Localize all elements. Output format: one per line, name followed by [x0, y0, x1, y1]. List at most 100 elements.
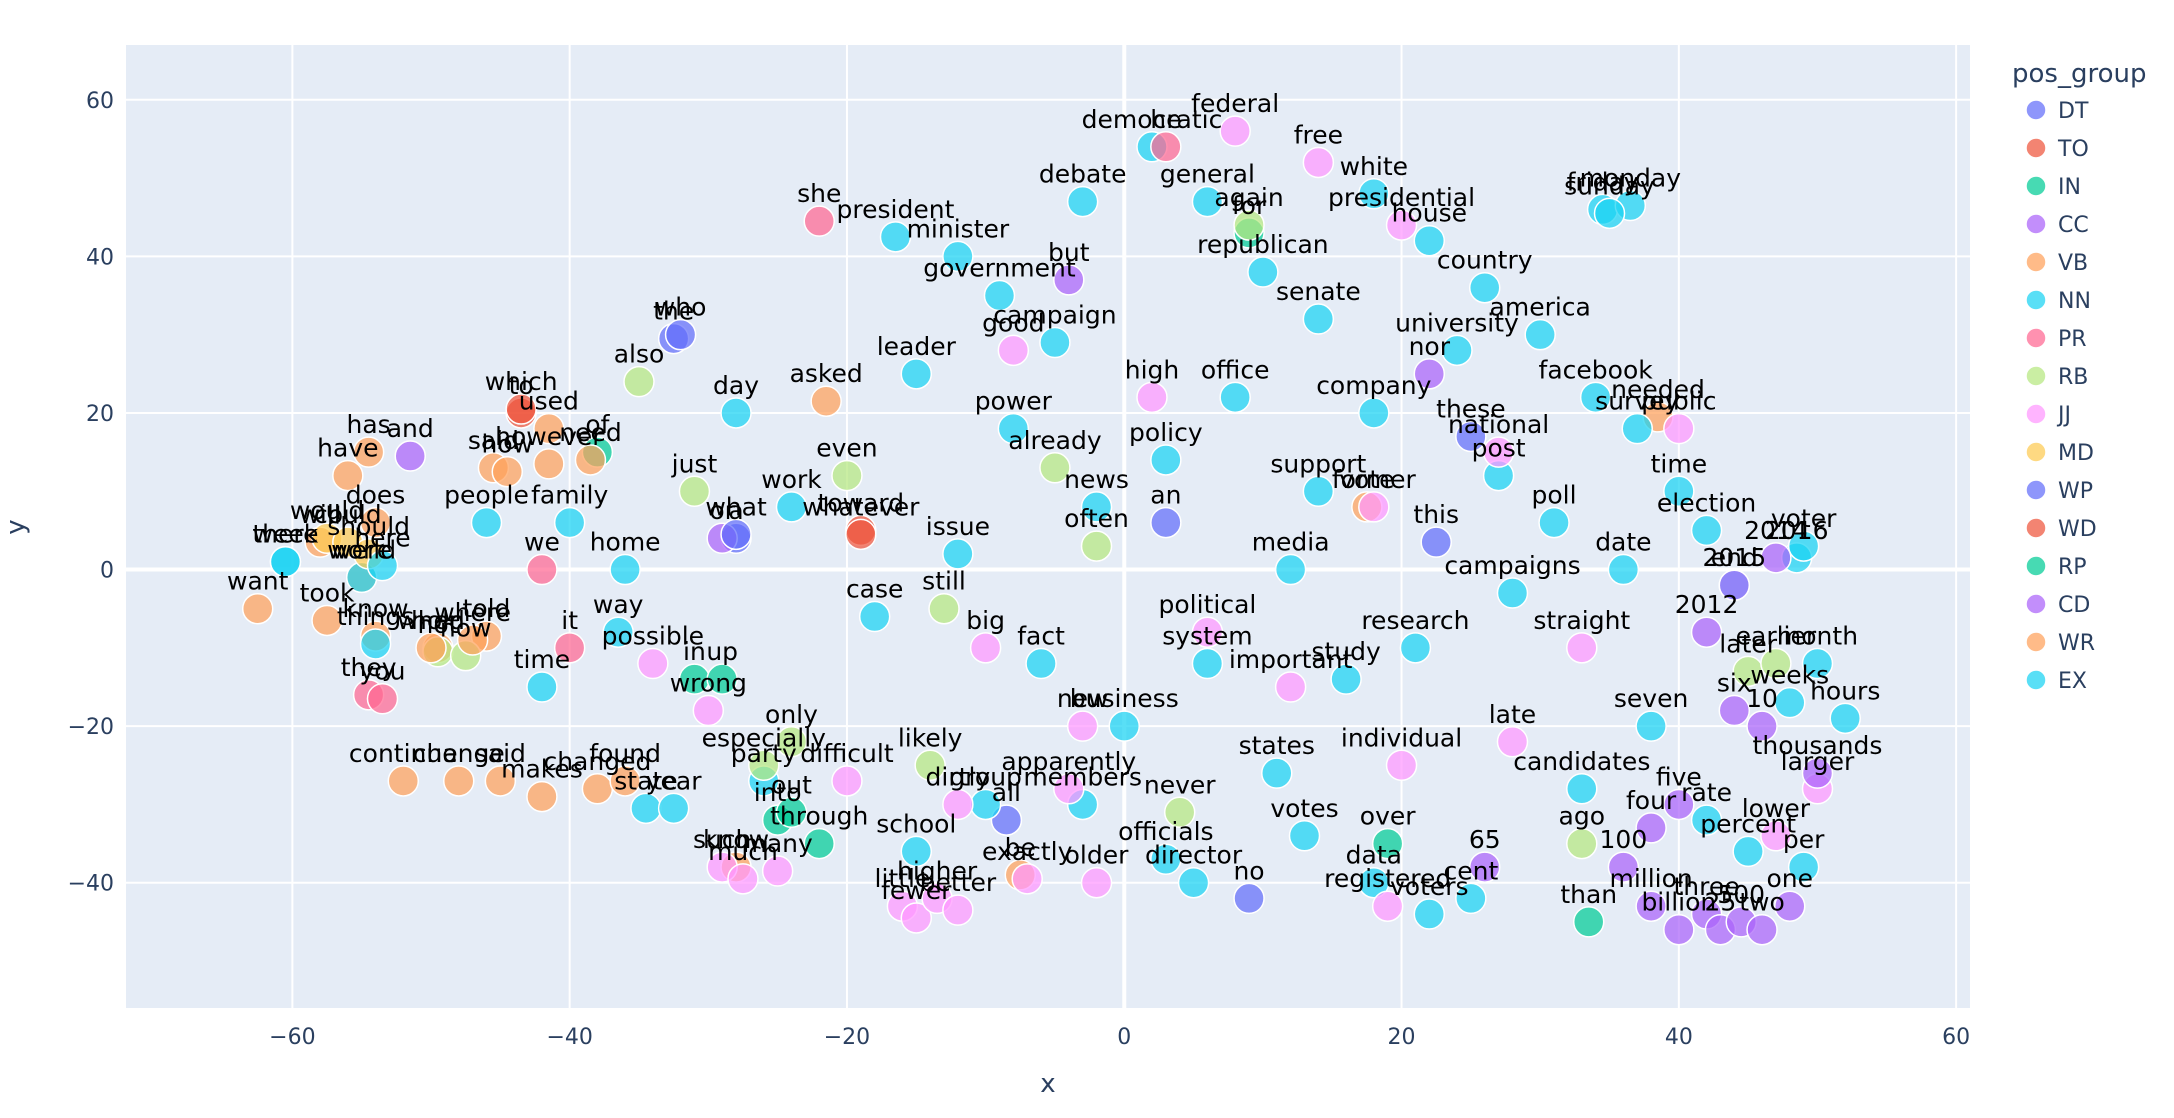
legend-label[interactable]: WR — [2058, 631, 2095, 656]
point-RB[interactable] — [831, 459, 863, 492]
point-CD[interactable] — [1635, 890, 1667, 922]
point-NN[interactable] — [1663, 475, 1695, 508]
legend-label[interactable]: JJ — [2056, 403, 2071, 428]
point-NN[interactable] — [1787, 851, 1820, 883]
point-NN[interactable] — [1732, 835, 1764, 868]
point-WD[interactable] — [845, 518, 877, 551]
legend-label[interactable]: RB — [2058, 365, 2088, 390]
point-JJ[interactable] — [1053, 773, 1085, 805]
point-RB[interactable] — [914, 749, 946, 782]
point-VB[interactable] — [609, 765, 641, 797]
point-JJ[interactable] — [1371, 890, 1404, 922]
point-PR[interactable] — [1150, 131, 1182, 163]
point-NN[interactable] — [1621, 412, 1653, 445]
point-CD[interactable] — [1718, 694, 1751, 727]
point-NN[interactable] — [1566, 773, 1598, 805]
legend-label[interactable]: DT — [2058, 99, 2089, 124]
point-JJ[interactable] — [1302, 146, 1335, 179]
point-NN[interactable] — [1468, 271, 1501, 304]
legend-marker[interactable] — [2025, 669, 2047, 691]
point-NN[interactable] — [1496, 577, 1529, 609]
point-NN[interactable] — [553, 506, 586, 539]
point-NN[interactable] — [775, 491, 808, 523]
legend-marker[interactable] — [2025, 555, 2047, 577]
legend-marker[interactable] — [2025, 137, 2047, 159]
point-JJ[interactable] — [1566, 632, 1598, 664]
point-JJ[interactable] — [727, 863, 759, 895]
point-CD[interactable] — [1746, 913, 1778, 946]
point-NN[interactable] — [1801, 647, 1834, 680]
point-NN[interactable] — [1441, 334, 1473, 367]
legend-label[interactable]: IN — [2058, 175, 2081, 200]
point-JJ[interactable] — [1385, 749, 1418, 782]
point-NN[interactable] — [1330, 663, 1362, 695]
legend-marker[interactable] — [2025, 441, 2047, 463]
point-JJ[interactable] — [637, 647, 669, 680]
point-CD[interactable] — [1663, 788, 1695, 821]
point-NN[interactable] — [1302, 475, 1335, 508]
point-NN[interactable] — [1399, 632, 1432, 664]
point-NN[interactable] — [630, 792, 662, 825]
point-RB[interactable] — [1566, 827, 1598, 860]
legend-label[interactable]: RP — [2058, 555, 2087, 580]
point-JJ[interactable] — [761, 855, 794, 887]
point-VB[interactable] — [332, 459, 364, 492]
point-PR[interactable] — [803, 205, 835, 237]
point-JJ[interactable] — [1358, 491, 1390, 523]
point-NN[interactable] — [1455, 882, 1487, 915]
point-NN[interactable] — [983, 279, 1016, 312]
point-NN[interactable] — [720, 397, 752, 429]
point-VB[interactable] — [810, 385, 842, 417]
point-WD[interactable] — [505, 393, 537, 425]
point-NN[interactable] — [1538, 506, 1570, 539]
point-NN[interactable] — [1524, 318, 1556, 351]
legend-marker[interactable] — [2025, 327, 2047, 349]
point-JJ[interactable] — [942, 788, 974, 821]
point-RB[interactable] — [928, 592, 960, 625]
point-CC[interactable] — [394, 440, 426, 472]
legend-marker[interactable] — [2025, 365, 2047, 387]
point-VB[interactable] — [387, 765, 420, 797]
point-NN[interactable] — [900, 835, 933, 868]
point-JJ[interactable] — [831, 765, 863, 797]
point-NN[interactable] — [997, 412, 1030, 445]
point-IN[interactable] — [1572, 906, 1605, 938]
point-JJ[interactable] — [1385, 209, 1418, 241]
legend-label[interactable]: NN — [2058, 289, 2091, 314]
point-PR[interactable] — [366, 682, 399, 715]
point-RB[interactable] — [678, 475, 711, 508]
point-NN[interactable] — [1191, 185, 1224, 218]
point-NN[interactable] — [602, 616, 634, 648]
point-PR[interactable] — [553, 632, 586, 664]
legend-marker[interactable] — [2025, 593, 2047, 615]
legend-label[interactable]: CC — [2058, 213, 2089, 238]
point-NN[interactable] — [1579, 381, 1612, 414]
point-RB[interactable] — [623, 365, 655, 398]
point-NN[interactable] — [1247, 256, 1279, 288]
point-JJ[interactable] — [1066, 710, 1099, 742]
point-CC[interactable] — [1053, 264, 1085, 296]
point-NN[interactable] — [1302, 303, 1335, 335]
point-CC[interactable] — [1413, 358, 1446, 390]
point-VB[interactable] — [526, 780, 558, 813]
point-RP[interactable] — [775, 796, 808, 829]
point-VB[interactable] — [574, 444, 607, 476]
legend-label[interactable]: WD — [2058, 517, 2097, 542]
point-NN[interactable] — [1413, 898, 1446, 930]
point-NN[interactable] — [526, 671, 558, 703]
point-NN[interactable] — [858, 600, 891, 633]
point-JJ[interactable] — [1274, 671, 1307, 703]
point-RB[interactable] — [748, 749, 780, 782]
point-JJ[interactable] — [1496, 726, 1529, 758]
point-NN[interactable] — [1025, 647, 1057, 680]
point-NN[interactable] — [1690, 804, 1723, 836]
point-RB[interactable] — [1039, 452, 1071, 484]
legend-marker[interactable] — [2025, 403, 2047, 425]
point-CD[interactable] — [1663, 913, 1695, 946]
point-WP[interactable] — [664, 318, 697, 351]
point-JJ[interactable] — [942, 894, 974, 926]
point-NN[interactable] — [1150, 843, 1182, 875]
point-JJ[interactable] — [1136, 381, 1168, 414]
legend-marker[interactable] — [2025, 517, 2047, 539]
point-JJ[interactable] — [1663, 412, 1695, 445]
